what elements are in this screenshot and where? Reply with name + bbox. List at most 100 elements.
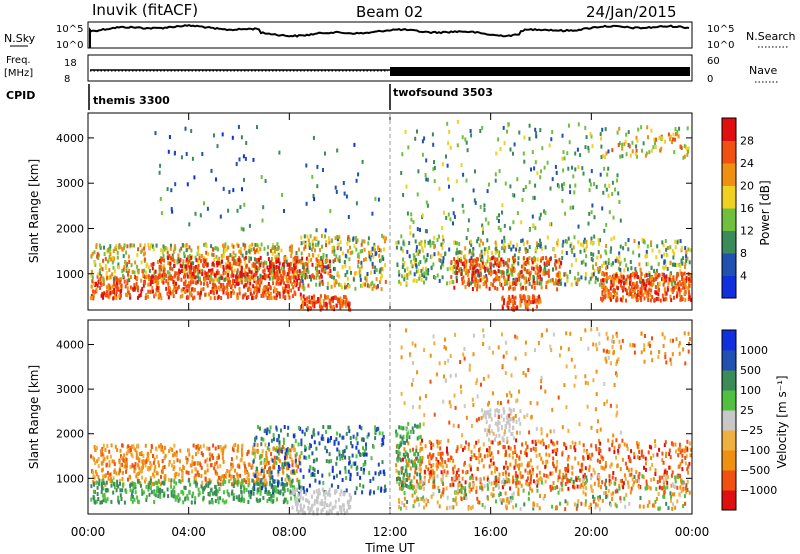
range-cell xyxy=(507,264,510,269)
range-cell xyxy=(330,459,333,463)
range-cell xyxy=(544,210,547,215)
range-cell xyxy=(142,269,144,273)
range-cell xyxy=(446,446,448,451)
range-cell xyxy=(611,180,614,185)
range-cell xyxy=(238,157,241,162)
range-cell xyxy=(348,257,351,262)
range-cell xyxy=(329,493,332,498)
range-cell xyxy=(347,425,350,430)
range-cell xyxy=(102,278,105,283)
range-cell xyxy=(336,148,339,153)
y-tick-label: 2000 xyxy=(56,222,84,235)
range-cell xyxy=(487,182,490,187)
range-cell xyxy=(175,281,177,286)
range-cell xyxy=(123,453,126,458)
range-cell xyxy=(502,262,505,267)
range-cell xyxy=(604,183,607,188)
range-cell xyxy=(347,502,350,507)
range-cell xyxy=(662,277,665,282)
range-cell xyxy=(612,215,615,220)
range-cell xyxy=(658,135,661,140)
range-cell xyxy=(149,461,152,466)
range-cell xyxy=(219,214,222,219)
range-cell xyxy=(276,291,279,295)
range-cell xyxy=(150,445,153,450)
range-cell xyxy=(178,248,181,253)
range-cell xyxy=(379,248,382,253)
range-cell xyxy=(226,489,229,494)
range-cell xyxy=(352,236,355,241)
range-cell xyxy=(329,303,332,308)
range-cell xyxy=(666,287,669,292)
range-cell xyxy=(410,217,413,222)
colorbar-tick-label: 4 xyxy=(740,270,747,283)
range-cell xyxy=(283,489,286,493)
range-cell xyxy=(195,467,197,472)
range-cell xyxy=(236,279,239,284)
range-cell xyxy=(121,462,123,467)
range-cell xyxy=(523,295,526,300)
range-cell xyxy=(455,267,457,272)
range-cell xyxy=(488,245,491,250)
range-cell xyxy=(357,449,360,454)
range-cell xyxy=(654,277,657,282)
range-cell xyxy=(618,254,621,259)
range-cell xyxy=(467,218,470,223)
range-cell xyxy=(241,295,244,300)
range-cell xyxy=(160,296,163,301)
range-cell xyxy=(676,291,679,296)
range-cell xyxy=(684,144,687,149)
range-cell xyxy=(283,289,286,294)
range-cell xyxy=(370,251,373,256)
range-cell xyxy=(150,275,153,280)
range-cell xyxy=(263,268,266,273)
range-cell xyxy=(382,441,385,446)
range-cell xyxy=(491,251,493,256)
range-cell xyxy=(683,154,686,159)
range-cell xyxy=(159,482,162,487)
range-cell xyxy=(412,233,415,238)
range-cell xyxy=(462,275,465,280)
range-cell xyxy=(536,272,539,277)
range-cell xyxy=(302,294,305,299)
range-cell xyxy=(544,268,547,273)
range-cell xyxy=(419,227,421,232)
range-cell xyxy=(631,140,634,145)
range-cell xyxy=(281,275,284,280)
range-cell xyxy=(186,457,189,462)
range-cell xyxy=(221,474,224,479)
range-cell xyxy=(423,136,426,141)
range-cell xyxy=(335,303,338,308)
range-cell xyxy=(214,446,217,451)
range-cell xyxy=(176,271,179,276)
range-cell xyxy=(447,438,450,443)
range-cell xyxy=(433,252,436,257)
range-cell xyxy=(345,476,348,480)
range-cell xyxy=(308,500,310,505)
range-cell xyxy=(286,473,289,478)
range-cell xyxy=(268,469,271,474)
range-cell xyxy=(181,264,184,269)
range-cell xyxy=(280,266,283,271)
range-cell xyxy=(228,283,231,287)
range-cell xyxy=(156,260,159,264)
range-cell xyxy=(314,248,316,253)
range-cell xyxy=(641,148,643,153)
range-cell xyxy=(122,267,125,272)
range-cell xyxy=(346,500,349,505)
range-cell xyxy=(445,154,447,159)
range-cell xyxy=(276,242,279,247)
range-cell xyxy=(95,281,97,286)
range-cell xyxy=(540,169,542,174)
range-cell xyxy=(629,278,631,283)
range-cell xyxy=(208,452,211,457)
range-cell xyxy=(477,257,479,262)
range-cell xyxy=(226,285,229,290)
range-cell xyxy=(214,246,217,251)
range-cell xyxy=(295,488,298,492)
range-cell xyxy=(686,467,689,472)
range-cell xyxy=(355,178,358,183)
range-cell xyxy=(657,292,660,297)
range-cell xyxy=(338,300,341,305)
